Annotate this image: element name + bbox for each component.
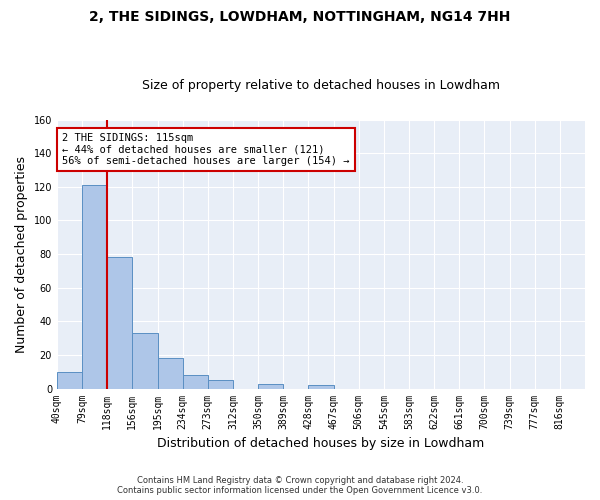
Y-axis label: Number of detached properties: Number of detached properties [15, 156, 28, 352]
Title: Size of property relative to detached houses in Lowdham: Size of property relative to detached ho… [142, 79, 500, 92]
Text: 2 THE SIDINGS: 115sqm
← 44% of detached houses are smaller (121)
56% of semi-det: 2 THE SIDINGS: 115sqm ← 44% of detached … [62, 133, 349, 166]
Text: Contains HM Land Registry data © Crown copyright and database right 2024.
Contai: Contains HM Land Registry data © Crown c… [118, 476, 482, 495]
Bar [258, 384, 283, 388]
X-axis label: Distribution of detached houses by size in Lowdham: Distribution of detached houses by size … [157, 437, 485, 450]
Bar [182, 375, 208, 388]
Bar [308, 385, 334, 388]
Bar [57, 372, 82, 388]
Bar [107, 258, 133, 388]
Bar [133, 333, 158, 388]
Text: 2, THE SIDINGS, LOWDHAM, NOTTINGHAM, NG14 7HH: 2, THE SIDINGS, LOWDHAM, NOTTINGHAM, NG1… [89, 10, 511, 24]
Bar [208, 380, 233, 388]
Bar [158, 358, 182, 388]
Bar [82, 185, 107, 388]
